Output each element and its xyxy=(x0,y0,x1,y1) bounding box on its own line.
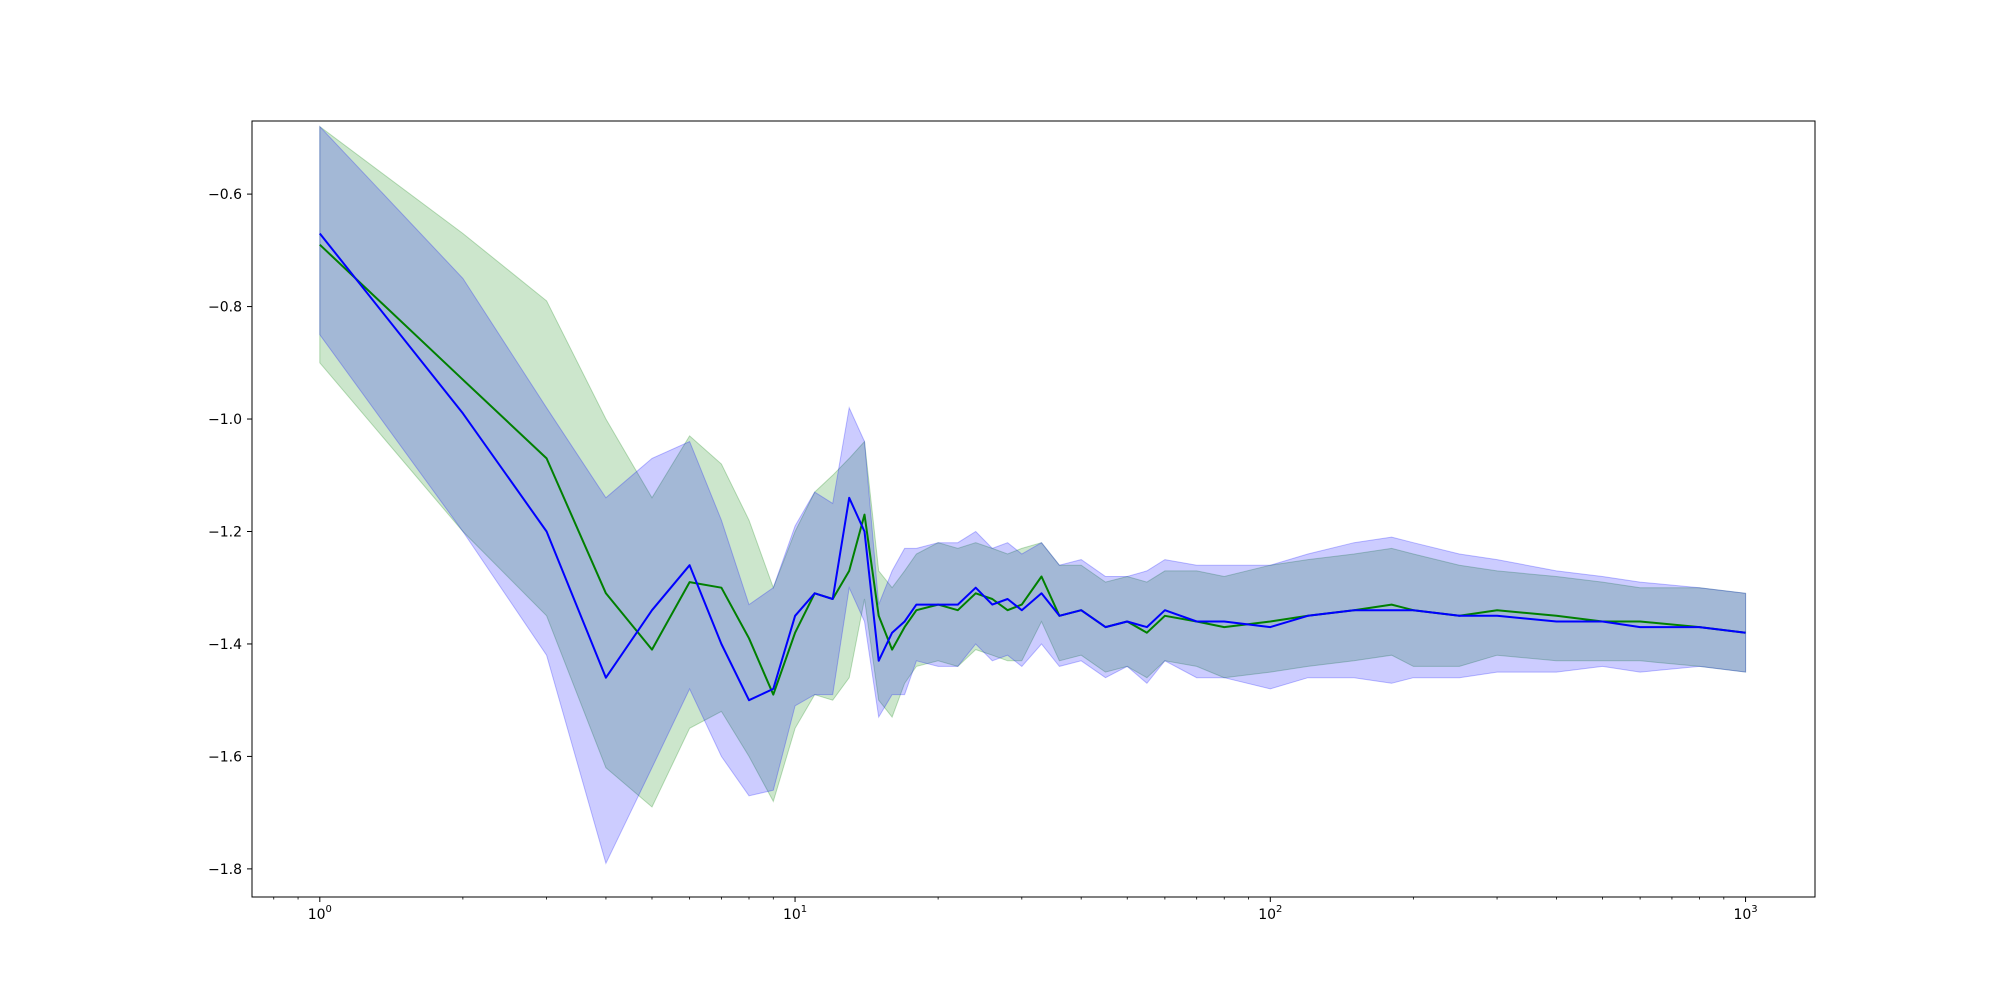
y-tick-label: −0.8 xyxy=(208,300,242,316)
series-lines xyxy=(319,232,1746,702)
x-tick-label: 101 xyxy=(783,904,807,923)
y-tick-label: −1.4 xyxy=(208,637,242,653)
confidence-bands xyxy=(319,125,1747,865)
plot-frame xyxy=(251,120,1816,898)
y-tick-label: −1.2 xyxy=(208,524,242,540)
y-tick-label: −1.8 xyxy=(208,862,242,878)
x-axis-ticks: 100 101 102 103 xyxy=(273,897,1758,923)
series-2-band xyxy=(319,125,1747,865)
y-tick-label: −1.6 xyxy=(208,749,242,765)
y-tick-label: −0.6 xyxy=(208,187,242,203)
x-tick-label: 100 xyxy=(308,904,332,923)
series-2-line xyxy=(319,232,1746,702)
y-axis-ticks: −0.6 −0.8 −1.0 −1.2 −1.4 −1.6 −1.8 xyxy=(208,187,252,878)
x-tick-label: 103 xyxy=(1733,904,1757,923)
y-tick-label: −1.0 xyxy=(208,412,242,428)
series-1-line xyxy=(319,243,1746,696)
x-tick-label: 102 xyxy=(1258,904,1282,923)
series-1-band xyxy=(319,125,1747,808)
